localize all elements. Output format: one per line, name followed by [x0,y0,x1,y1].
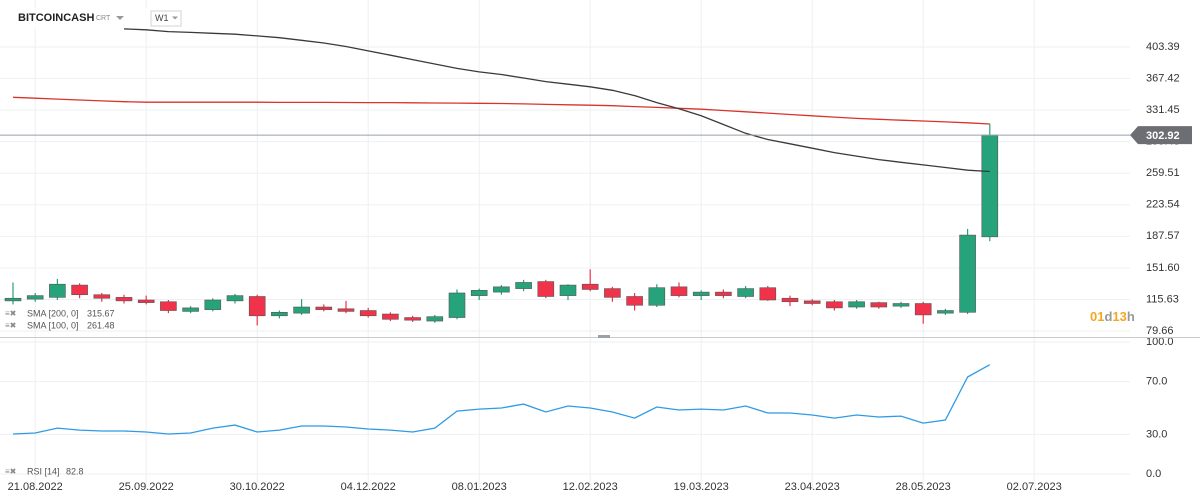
candle-body [26,295,44,300]
interval-label[interactable]: W1 [155,13,169,23]
candle-body [337,308,355,312]
candle-body [892,303,910,307]
candle-body [670,286,688,296]
candle-body [692,291,710,296]
candle-body [115,297,133,302]
y-tick-label: 100.0 [1146,336,1174,348]
candle-body [248,296,266,317]
x-tick-label: 23.04.2023 [785,481,840,493]
x-tick-label: 28.05.2023 [896,481,951,493]
y-tick-label: 331.45 [1146,104,1180,116]
candle-body [759,287,777,301]
countdown-part: 01 [1090,309,1104,324]
candle-body [271,311,288,317]
candle-body [404,317,421,321]
legend-name: SMA [200, 0] [27,308,79,318]
legend-value: 82.8 [66,466,84,476]
instrument-title[interactable]: BITCOINCASH [18,12,94,24]
x-tick-label: 30.10.2022 [230,481,285,493]
candle-body [537,281,555,297]
panel-resize-handle[interactable] [598,335,610,338]
candle-body [226,295,244,302]
candle-body [182,307,199,312]
countdown-part: 13 [1112,309,1126,324]
candle-body [515,282,532,289]
candle-body [93,294,111,299]
y-tick-label: 403.39 [1146,41,1180,53]
candle-body [448,292,466,318]
x-tick-label: 25.09.2022 [119,481,174,493]
legend-name: SMA [100, 0] [27,320,79,330]
candle-body [715,291,732,296]
candle-body [559,284,577,296]
candle-body [781,297,799,303]
candle-body [426,316,444,322]
candle-body [493,286,510,293]
last-price-label: 302.92 [1146,130,1180,142]
candle-body [626,296,643,306]
candle-body [870,302,888,308]
x-tick-label: 04.12.2022 [341,481,396,493]
candle-body [826,301,843,309]
candle-body [937,310,954,314]
candle-body [803,300,821,304]
indicator-line [12,364,991,435]
indicator-line [123,28,990,173]
candle-body [4,297,22,302]
header-background [10,8,190,28]
x-tick-label: 12.02.2023 [563,481,618,493]
y-tick-label: 115.63 [1146,293,1179,305]
y-tick-label: 151.60 [1146,262,1180,274]
candle-body [137,299,155,303]
y-tick-label: 0.0 [1146,468,1161,480]
x-tick-label: 19.03.2023 [674,481,729,493]
countdown: 01d13h [1090,309,1135,324]
legend-value: 315.67 [87,308,115,318]
legend-name: RSI [14] [27,466,60,476]
x-tick-label: 21.08.2022 [8,481,63,493]
x-tick-label: 08.01.2023 [452,481,507,493]
candle-body [160,301,177,311]
candle-body [648,287,666,306]
candle-body [293,306,310,314]
legend-icon: ≡✖ [5,309,17,318]
candle-body [914,303,932,316]
candle-body [848,301,865,308]
y-tick-label: 367.42 [1146,72,1180,84]
y-tick-label: 259.51 [1146,167,1180,179]
legend-value: 261.48 [87,320,115,330]
candle-body [981,134,999,238]
y-tick-label: 187.57 [1146,230,1180,242]
candle-body [959,234,976,313]
candle-body [382,313,399,320]
candle-body [204,299,222,310]
candle-body [49,283,66,298]
candle-body [604,288,621,298]
candle-body [315,306,333,310]
y-tick-label: 70.0 [1146,376,1167,388]
candle-body [737,288,754,297]
y-tick-label: 30.0 [1146,428,1167,440]
y-tick-label: 223.54 [1146,199,1180,211]
candle-body [470,290,488,296]
last-price-box [1130,126,1192,145]
y-tick-label: 79.66 [1146,325,1174,337]
indicator-line [12,96,990,125]
candle-body [71,284,88,296]
dropdown-arrow[interactable] [172,16,178,20]
countdown-part: h [1127,309,1135,324]
chart-header: BITCOINCASH CRT W1 [10,8,190,28]
candle-body [359,310,377,317]
x-tick-label: 02.07.2023 [1007,481,1062,493]
interval-selector[interactable] [150,10,182,27]
legend-icon: ≡✖ [5,467,17,476]
countdown-part: d [1104,309,1112,324]
instrument-type: CRT [96,15,111,22]
candle-body [581,283,599,290]
dropdown-arrow[interactable] [116,16,124,20]
legend-icon: ≡✖ [5,321,17,330]
